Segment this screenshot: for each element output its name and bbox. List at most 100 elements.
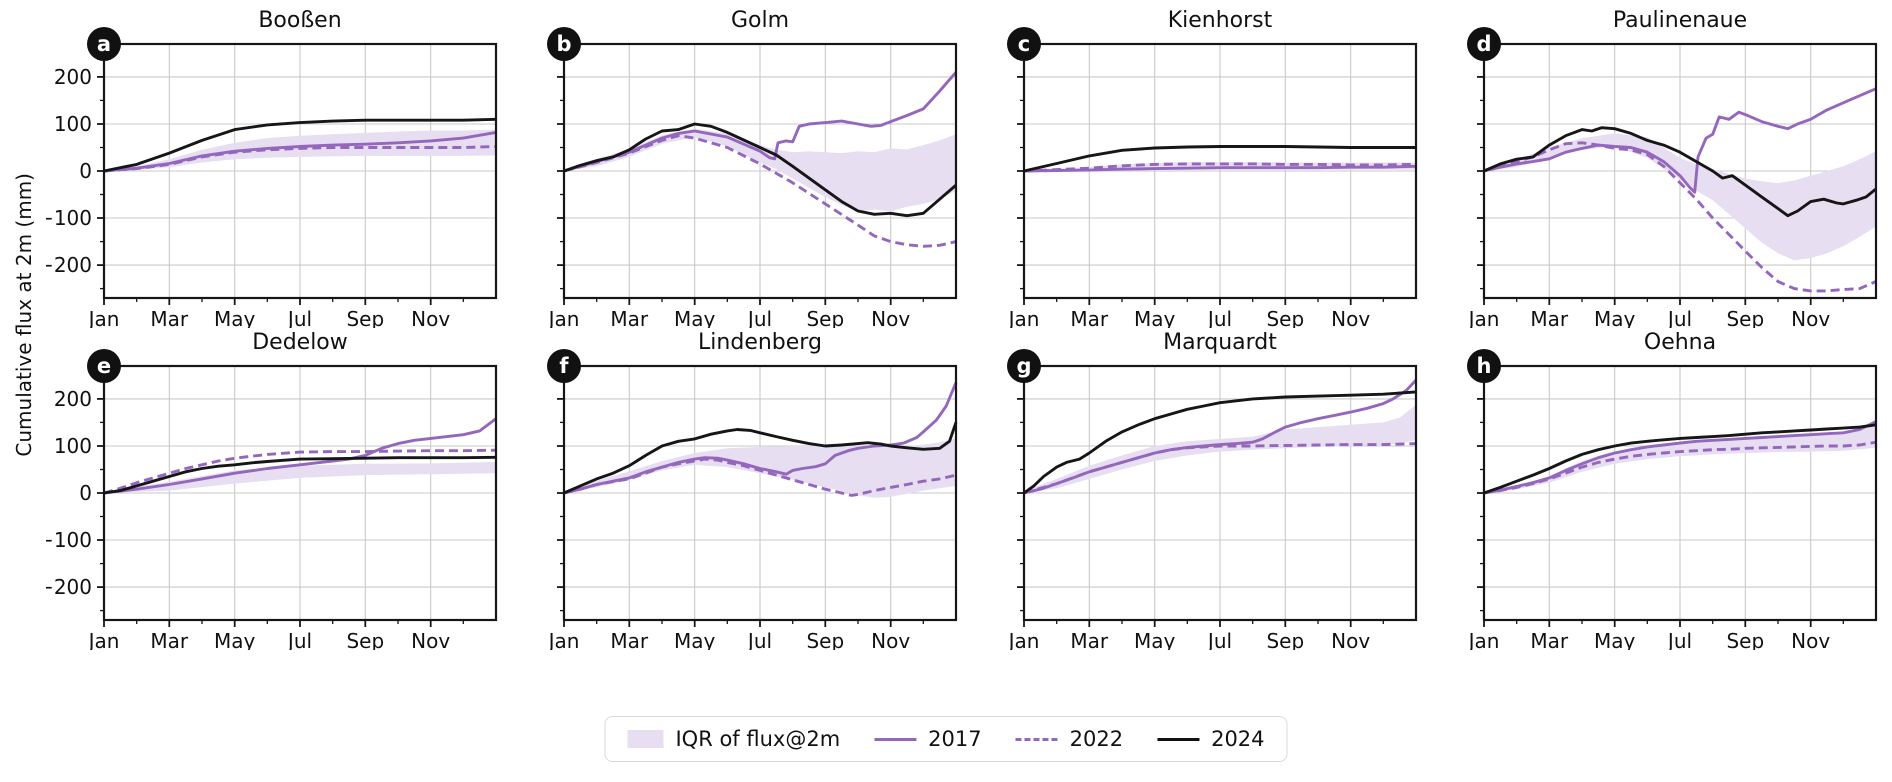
- x-tick-label: Jan: [1007, 629, 1040, 650]
- x-tick-label: Jan: [547, 307, 580, 328]
- panel-title: Dedelow: [252, 330, 348, 355]
- x-tick-label: Mar: [1530, 307, 1569, 328]
- series-line-2022: [1023, 442, 1417, 495]
- legend-line-swatch-2022: [1015, 737, 1058, 741]
- y-tick-label: 0: [79, 159, 92, 183]
- y-tick-label: −200: [46, 253, 92, 277]
- panel-booen: Booßen a Jan Mar May Jul Sep Nov 200 100 0 −100 −200: [46, 6, 504, 328]
- x-tick-label: Jul: [1206, 307, 1232, 328]
- x-tick-label: Sep: [1266, 307, 1304, 328]
- panel-title: Booßen: [258, 8, 342, 33]
- series-line-2024: [1483, 126, 1877, 218]
- legend-label: 2024: [1211, 727, 1265, 751]
- panel-letter-badge: b: [547, 27, 581, 61]
- x-tick-label: Mar: [150, 629, 189, 650]
- x-tick-label: Sep: [1726, 307, 1764, 328]
- series-line-2024: [1483, 423, 1877, 495]
- panel-letter-badge: a: [87, 27, 121, 61]
- x-tick-label: Nov: [1331, 629, 1370, 650]
- plot-svg: Jan Mar May Jul Sep Nov: [1007, 364, 1418, 650]
- series-line-2024: [103, 455, 497, 495]
- x-tick-label: May: [674, 629, 716, 650]
- x-tick-label: Jul: [286, 629, 312, 650]
- panel-title: Oehna: [1643, 330, 1717, 355]
- x-tick-label: Jul: [746, 629, 772, 650]
- x-tick-label: Jul: [1666, 307, 1692, 328]
- x-tick-label: Jul: [1206, 629, 1232, 650]
- plot-svg: Jan Mar May Jul Sep Nov 200 100 0 −100 −200: [46, 42, 498, 328]
- legend-line-swatch-2024: [1157, 737, 1200, 741]
- plot-svg: Jan Mar May Jul Sep Nov: [1467, 42, 1878, 328]
- x-tick-label: May: [1594, 307, 1636, 328]
- panel-paulinenaue: Paulinenaue d Jan Mar May Jul Sep Nov: [1426, 6, 1884, 328]
- legend-band-swatch: [627, 730, 664, 748]
- panel-letter-badge: d: [1467, 27, 1501, 61]
- x-tick-label: Jul: [746, 307, 772, 328]
- panel-title: Lindenberg: [698, 330, 822, 355]
- x-tick-label: May: [1134, 307, 1176, 328]
- series-line-2022: [1483, 440, 1877, 495]
- x-tick-label: Mar: [610, 307, 649, 328]
- panel-kienhorst: Kienhorst c Jan Mar May Jul Sep Nov: [966, 6, 1424, 328]
- y-tick-label: 0: [79, 481, 92, 505]
- y-tick-label: 200: [54, 65, 92, 89]
- panel-title: Paulinenaue: [1612, 8, 1748, 33]
- legend-item-2024: 2024: [1157, 727, 1265, 751]
- x-tick-label: Jul: [286, 307, 312, 328]
- x-tick-label: Sep: [1726, 629, 1764, 650]
- legend-item-iqr-of-flux-2m: IQR of flux@2m: [627, 727, 840, 751]
- iqr-band: [1024, 404, 1416, 493]
- y-tick-label: −100: [46, 206, 92, 230]
- series-line-2024: [103, 117, 497, 173]
- iqr-band: [104, 462, 496, 493]
- x-tick-label: Mar: [1070, 307, 1109, 328]
- x-tick-label: Jan: [547, 629, 580, 650]
- x-tick-label: Sep: [346, 307, 384, 328]
- series-line-2022: [103, 448, 497, 495]
- series-line-2024: [563, 421, 958, 495]
- panel-letter-badge: h: [1467, 349, 1501, 383]
- panel-golm: Golm b Jan Mar May Jul Sep Nov: [506, 6, 964, 328]
- panel-title: Marquardt: [1163, 330, 1277, 355]
- series-line-2022: [1483, 141, 1877, 293]
- series-line-2024: [563, 122, 957, 218]
- x-tick-label: Nov: [871, 307, 910, 328]
- plot-svg: Jan Mar May Jul Sep Nov: [1007, 42, 1418, 328]
- panel-lindenberg: Lindenberg f Jan Mar May Jul Sep Nov: [506, 328, 964, 650]
- panel-dedelow: Dedelow e Jan Mar May Jul Sep Nov 200 100 0 −100 −20…: [46, 328, 504, 650]
- x-tick-label: Mar: [1070, 629, 1109, 650]
- plot-svg: Jan Mar May Jul Sep Nov 200 100 0 −100 −200: [46, 364, 498, 650]
- y-tick-label: 100: [54, 434, 92, 458]
- iqr-band: [1484, 133, 1876, 261]
- x-tick-label: Nov: [1331, 307, 1370, 328]
- y-axis-label-strip: Cumulative flux at 2m (mm): [4, 0, 44, 630]
- y-axis-label: Cumulative flux at 2m (mm): [12, 173, 36, 457]
- legend-line-swatch-2017: [874, 737, 917, 741]
- chart-row: Dedelow e Jan Mar May Jul Sep Nov 200 100 0 −100 −20…: [46, 328, 1884, 650]
- panel-letter-badge: f: [547, 349, 581, 383]
- plot-svg: Jan Mar May Jul Sep Nov: [547, 42, 958, 328]
- x-tick-label: Jul: [1666, 629, 1692, 650]
- iqr-band: [104, 129, 496, 171]
- x-tick-label: Nov: [411, 629, 450, 650]
- panel-letter-badge: c: [1007, 27, 1041, 61]
- series-line-2022: [103, 145, 497, 173]
- legend: IQR of flux@2m 2017 2022 2024: [604, 716, 1288, 762]
- x-tick-label: Jan: [1007, 307, 1040, 328]
- legend-label: 2017: [928, 727, 982, 751]
- plot-svg: Jan Mar May Jul Sep Nov: [1467, 364, 1878, 650]
- x-tick-label: Nov: [1791, 307, 1830, 328]
- y-tick-label: −200: [46, 575, 92, 599]
- legend-item-2017: 2017: [874, 727, 982, 751]
- series-line-2022: [563, 457, 957, 497]
- y-tick-label: −100: [46, 528, 92, 552]
- x-tick-label: May: [214, 307, 256, 328]
- x-tick-label: Jan: [87, 629, 120, 650]
- x-tick-label: Nov: [1791, 629, 1830, 650]
- panel-letter-badge: e: [87, 349, 121, 383]
- x-tick-label: May: [1594, 629, 1636, 650]
- x-tick-label: Sep: [346, 629, 384, 650]
- legend-label: IQR of flux@2m: [675, 727, 841, 751]
- x-tick-label: Mar: [150, 307, 189, 328]
